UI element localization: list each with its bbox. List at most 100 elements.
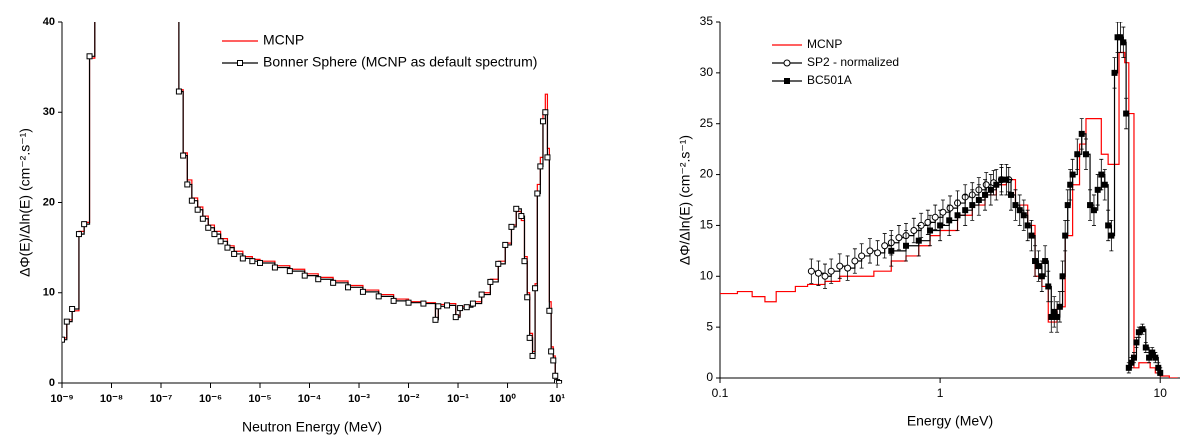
- x-tick-label: 10¹: [549, 393, 565, 405]
- marker: [910, 227, 918, 235]
- marker: [524, 294, 531, 301]
- marker: [874, 249, 882, 257]
- y-tick-label: 5: [706, 319, 713, 333]
- marker: [1123, 110, 1130, 117]
- marker: [931, 213, 939, 221]
- marker: [390, 297, 397, 304]
- marker: [469, 300, 476, 307]
- marker: [1067, 181, 1074, 188]
- marker: [1064, 202, 1071, 209]
- marker: [1149, 349, 1156, 356]
- marker: [1045, 283, 1052, 290]
- marker: [915, 237, 922, 244]
- marker: [1098, 171, 1105, 178]
- y-tick-label: 0: [49, 377, 55, 389]
- x-tick-label: 1: [937, 386, 944, 400]
- marker: [998, 176, 1005, 183]
- marker: [1051, 308, 1058, 315]
- marker: [851, 257, 859, 265]
- marker: [526, 334, 533, 341]
- marker: [1042, 258, 1049, 265]
- marker: [937, 222, 944, 229]
- marker: [1035, 263, 1042, 270]
- marker: [1105, 222, 1112, 229]
- x-tick-label: 10⁻⁶: [199, 393, 222, 405]
- marker: [75, 231, 82, 238]
- marker: [1048, 313, 1055, 320]
- marker: [807, 267, 815, 275]
- marker: [345, 284, 352, 291]
- marker: [1142, 344, 1149, 351]
- legend-label: MCNP: [807, 37, 842, 51]
- marker: [180, 152, 187, 159]
- x-tick-label: 0.1: [712, 386, 729, 400]
- y-tick-label: 30: [700, 65, 714, 79]
- marker: [962, 207, 969, 214]
- x-tick-label: 10⁻⁵: [248, 393, 271, 405]
- marker: [1082, 151, 1089, 158]
- marker: [188, 197, 195, 204]
- marker: [231, 250, 238, 257]
- marker: [1152, 354, 1159, 361]
- y-tick-label: 10: [43, 287, 55, 299]
- marker: [1128, 359, 1135, 366]
- plot-area: [62, 22, 563, 383]
- chart-panel: 0 10 20 30 40 10⁻⁹ 10⁻⁸ 10⁻⁷ 10⁻⁶ 10⁻⁵ 10⁻⁴ 10⁻³ 10⁻…: [17, 16, 566, 435]
- marker: [1130, 354, 1137, 361]
- marker: [881, 242, 889, 250]
- x-axis-label: Energy (MeV): [907, 413, 993, 429]
- y-axis-label: ΔΦ(E)/Δln(E) (cm⁻².s⁻¹): [17, 128, 33, 277]
- marker: [866, 247, 874, 255]
- marker: [184, 181, 191, 188]
- marker: [1008, 191, 1015, 198]
- marker: [844, 264, 852, 272]
- marker: [784, 78, 790, 84]
- marker: [1024, 222, 1031, 229]
- marker: [257, 259, 264, 266]
- marker: [1012, 202, 1019, 209]
- marker: [1028, 232, 1035, 239]
- marker: [821, 272, 829, 280]
- x-axis-label: Neutron Energy (MeV): [242, 419, 382, 435]
- legend-label: BC501A: [807, 73, 852, 87]
- marker: [199, 215, 206, 222]
- marker: [502, 241, 509, 248]
- legend-label: MCNP: [263, 32, 304, 48]
- plot-area: [720, 22, 1178, 378]
- marker: [249, 258, 256, 265]
- y-tick-label: 0: [706, 370, 713, 384]
- marker: [1139, 326, 1146, 333]
- marker: [69, 305, 76, 312]
- marker: [62, 336, 65, 343]
- marker: [1020, 212, 1027, 219]
- marker: [888, 247, 895, 254]
- marker: [1062, 232, 1069, 239]
- x-tick-label: 10⁻²: [398, 393, 420, 405]
- marker: [783, 59, 791, 67]
- legend-label: SP2 - normalized: [807, 55, 899, 69]
- marker: [444, 302, 451, 309]
- marker: [1108, 232, 1115, 239]
- marker: [537, 163, 544, 170]
- marker: [435, 303, 442, 310]
- marker: [301, 272, 308, 279]
- marker: [1157, 369, 1164, 376]
- marker: [1111, 69, 1118, 76]
- marker: [217, 238, 224, 245]
- marker: [63, 318, 70, 325]
- y-axis-label: ΔΦ/Δln(E) (cm⁻².s⁻¹): [677, 135, 693, 265]
- marker: [946, 204, 954, 212]
- marker: [927, 227, 934, 234]
- marker: [1078, 130, 1085, 137]
- marker: [975, 197, 982, 203]
- marker: [827, 267, 835, 275]
- marker: [903, 242, 910, 249]
- marker: [495, 260, 502, 267]
- marker: [237, 60, 243, 66]
- marker: [375, 293, 382, 300]
- y-tick-label: 40: [43, 16, 55, 28]
- marker: [1133, 339, 1140, 346]
- marker: [1117, 34, 1124, 41]
- marker: [969, 202, 976, 209]
